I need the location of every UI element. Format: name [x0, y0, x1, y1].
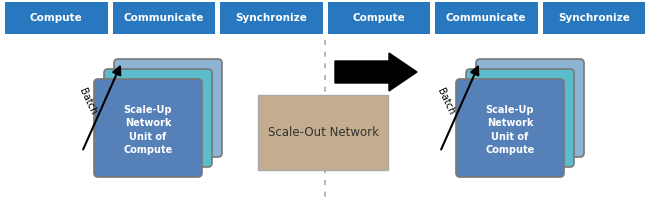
Text: Compute: Compute [30, 13, 83, 23]
Text: Synchronize: Synchronize [235, 13, 307, 23]
FancyBboxPatch shape [5, 2, 107, 34]
Text: Scale-Up
Network
Unit of
Compute: Scale-Up Network Unit of Compute [124, 105, 173, 155]
FancyBboxPatch shape [543, 2, 645, 34]
FancyBboxPatch shape [220, 2, 322, 34]
FancyBboxPatch shape [258, 95, 388, 170]
FancyBboxPatch shape [476, 59, 584, 157]
FancyBboxPatch shape [456, 79, 564, 177]
FancyBboxPatch shape [114, 59, 222, 157]
Text: Communicate: Communicate [124, 13, 204, 23]
Text: Scale-Up
Network
Unit of
Compute: Scale-Up Network Unit of Compute [486, 105, 534, 155]
Text: Synchronize: Synchronize [558, 13, 630, 23]
FancyArrow shape [335, 53, 417, 91]
Text: Scale-Out Network: Scale-Out Network [268, 126, 378, 139]
Text: Communicate: Communicate [446, 13, 526, 23]
FancyBboxPatch shape [94, 79, 202, 177]
FancyBboxPatch shape [104, 69, 212, 167]
Text: Batch: Batch [77, 87, 99, 117]
FancyBboxPatch shape [112, 2, 215, 34]
FancyBboxPatch shape [466, 69, 574, 167]
FancyBboxPatch shape [328, 2, 430, 34]
FancyBboxPatch shape [435, 2, 538, 34]
Text: Compute: Compute [352, 13, 405, 23]
Text: Batch: Batch [436, 87, 456, 117]
